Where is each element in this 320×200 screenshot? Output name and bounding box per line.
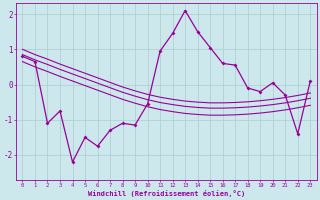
X-axis label: Windchill (Refroidissement éolien,°C): Windchill (Refroidissement éolien,°C) [88, 190, 245, 197]
